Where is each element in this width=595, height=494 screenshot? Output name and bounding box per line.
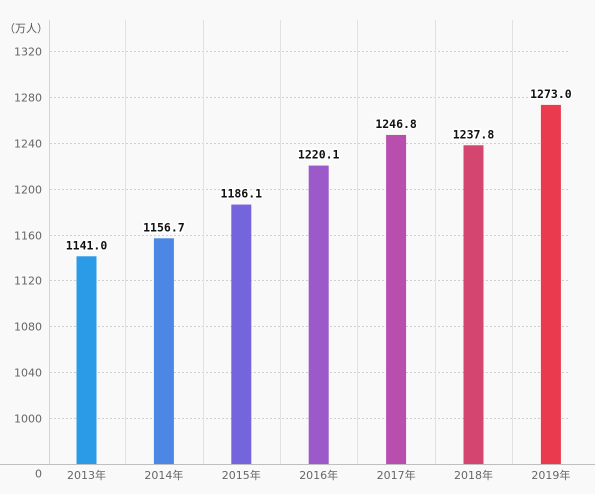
y-unit-label: （万人） <box>4 22 48 35</box>
data-label: 1273.0 <box>530 87 572 101</box>
y-tick-label: 1200 <box>14 184 42 197</box>
bar <box>76 256 97 464</box>
y-tick-label: 1080 <box>14 321 42 334</box>
x-tick-label: 2018年 <box>454 468 493 482</box>
y-tick-label: 1120 <box>14 275 42 288</box>
y-tick-label: 1000 <box>14 413 42 426</box>
y-tick-label: 1040 <box>14 367 42 380</box>
bar <box>231 204 252 464</box>
x-tick-label: 2013年 <box>67 468 106 482</box>
y-tick-label: 0 <box>35 468 42 481</box>
data-label: 1237.8 <box>453 127 495 141</box>
y-tick-label: 1160 <box>14 230 42 243</box>
data-label: 1220.1 <box>298 148 340 162</box>
y-tick-label: 1320 <box>14 46 42 59</box>
bar <box>153 238 174 464</box>
y-tick-label: 1280 <box>14 92 42 105</box>
y-tick-labels: 0 1000 1040 1080 1120 1160 1200 1240 1280 1320 <box>14 46 42 481</box>
bar <box>463 145 484 464</box>
data-label: 1141.0 <box>66 238 108 252</box>
bar <box>308 165 329 464</box>
y-tick-label: 1240 <box>14 138 42 151</box>
data-label: 1246.8 <box>375 117 417 131</box>
data-labels: 1141.0 1156.7 1186.1 1220.1 1246.8 1237.8 1273… <box>64 85 573 253</box>
bar <box>386 134 407 465</box>
x-tick-label: 2016年 <box>299 468 338 482</box>
x-tick-label: 2014年 <box>144 468 183 482</box>
x-tick-labels: 2013年 2014年 2015年 2016年 2017年 2018年 2019年 <box>67 468 570 482</box>
x-tick-label: 2015年 <box>222 468 261 482</box>
bar-series <box>76 104 561 465</box>
bar <box>540 104 561 464</box>
x-tick-label: 2017年 <box>377 468 416 482</box>
data-label: 1186.1 <box>221 187 263 201</box>
data-label: 1156.7 <box>143 220 185 234</box>
x-tick-label: 2019年 <box>531 468 570 482</box>
